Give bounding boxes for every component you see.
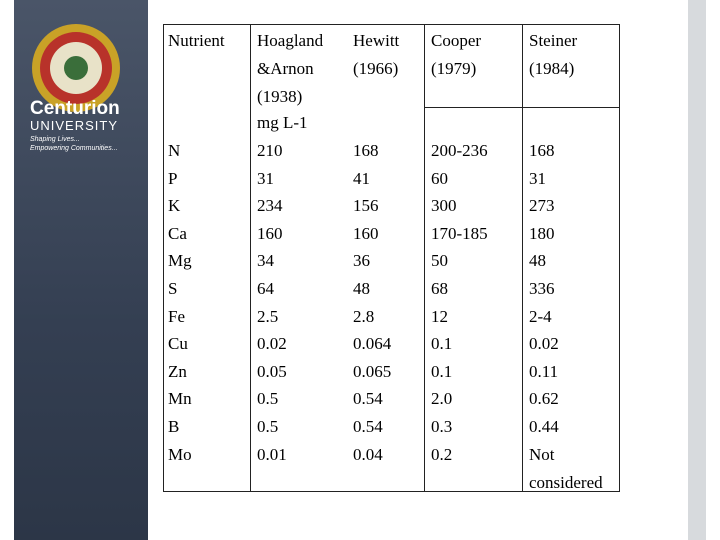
value-cell: 12 (431, 306, 448, 326)
side-band (688, 0, 706, 540)
value-cell: 2.0 (431, 389, 453, 409)
nutrient-cell: S (168, 279, 178, 298)
value-cell: 160 (353, 223, 379, 243)
value-cell: 0.5 (257, 389, 279, 409)
value-cell: 0.54 (353, 389, 383, 409)
column-line (424, 25, 425, 491)
value-cell: 168 (353, 141, 379, 160)
logo-emblem (32, 24, 120, 112)
header-cell: Nutrient (168, 31, 225, 50)
logo-tagline: Shaping Lives... (30, 136, 80, 143)
value-cell: 0.2 (431, 444, 453, 464)
header-cell: Cooper (1979) (431, 31, 482, 78)
value-cell: 0.11 (529, 361, 559, 381)
value-cell: 50 (431, 251, 448, 271)
value-cell: 168 (529, 141, 555, 160)
nutrient-cell: P (168, 168, 178, 188)
nutrient-table: Nutrient Hoagland &Arnon (1938) Hewitt (19… (163, 24, 620, 492)
unit-cell: mg L-1 (257, 113, 308, 132)
value-cell: 31 (529, 168, 546, 188)
value-cell: 0.44 (529, 417, 559, 436)
value-cell: 60 (431, 168, 448, 188)
value-cell: 0.1 (431, 361, 453, 381)
logo-tagline: Empowering Communities... (30, 145, 118, 152)
column-line (522, 25, 523, 491)
value-cell: 0.065 (353, 361, 392, 381)
value-cell: 48 (529, 251, 546, 271)
value-cell: 48 (353, 279, 370, 298)
value-cell: 300 (431, 196, 457, 216)
column-line (250, 25, 251, 491)
nutrient-cell: Mg (168, 251, 192, 271)
nutrient-cell: N (168, 141, 181, 160)
value-cell: 160 (257, 223, 283, 243)
value-cell: 0.5 (257, 417, 279, 436)
value-cell: 0.02 (529, 334, 559, 354)
nutrient-cell: Mo (168, 444, 192, 464)
value-cell: 200-236 (431, 141, 488, 160)
nutrient-cell: K (168, 196, 181, 216)
header-cell: Hewitt (1966) (353, 31, 400, 78)
header-cell: Steiner (1984) (529, 31, 578, 78)
value-cell: 64 (257, 279, 274, 298)
value-cell: Not considered (529, 444, 603, 492)
nutrient-cell: B (168, 417, 180, 436)
sidebar: Centurion UNIVERSITY Shaping Lives... Em… (14, 0, 148, 540)
value-cell: 0.1 (431, 334, 453, 354)
value-cell: 0.064 (353, 334, 392, 354)
value-cell: 273 (529, 196, 555, 216)
value-cell: 336 (529, 279, 555, 298)
value-cell: 31 (257, 168, 274, 188)
value-cell: 0.62 (529, 389, 559, 409)
value-cell: 0.02 (257, 334, 287, 354)
value-cell: 0.04 (353, 444, 383, 464)
value-cell: 2-4 (529, 306, 552, 326)
nutrient-cell: Zn (168, 361, 187, 381)
value-cell: 0.05 (257, 361, 287, 381)
nutrient-cell: Fe (168, 306, 185, 326)
value-cell: 0.3 (431, 417, 453, 436)
value-cell: 41 (353, 168, 370, 188)
value-cell: 2.8 (353, 306, 375, 326)
nutrient-cell: Cu (168, 334, 188, 354)
header-line (424, 107, 619, 108)
value-cell: 180 (529, 223, 555, 243)
value-cell: 68 (431, 279, 448, 298)
value-cell: 34 (257, 251, 274, 271)
value-cell: 234 (257, 196, 283, 216)
logo-subname: UNIVERSITY (30, 118, 119, 133)
value-cell: 0.54 (353, 417, 383, 436)
value-cell: 2.5 (257, 306, 279, 326)
header-cell: Hoagland &Arnon (1938) (257, 31, 324, 106)
value-cell: 210 (257, 141, 283, 160)
value-cell: 0.01 (257, 444, 287, 464)
value-cell: 156 (353, 196, 379, 216)
value-cell: 36 (353, 251, 370, 271)
logo-name: Centurion (30, 98, 120, 119)
nutrient-cell: Mn (168, 389, 192, 409)
nutrient-cell: Ca (168, 223, 187, 243)
value-cell: 170-185 (431, 223, 488, 243)
